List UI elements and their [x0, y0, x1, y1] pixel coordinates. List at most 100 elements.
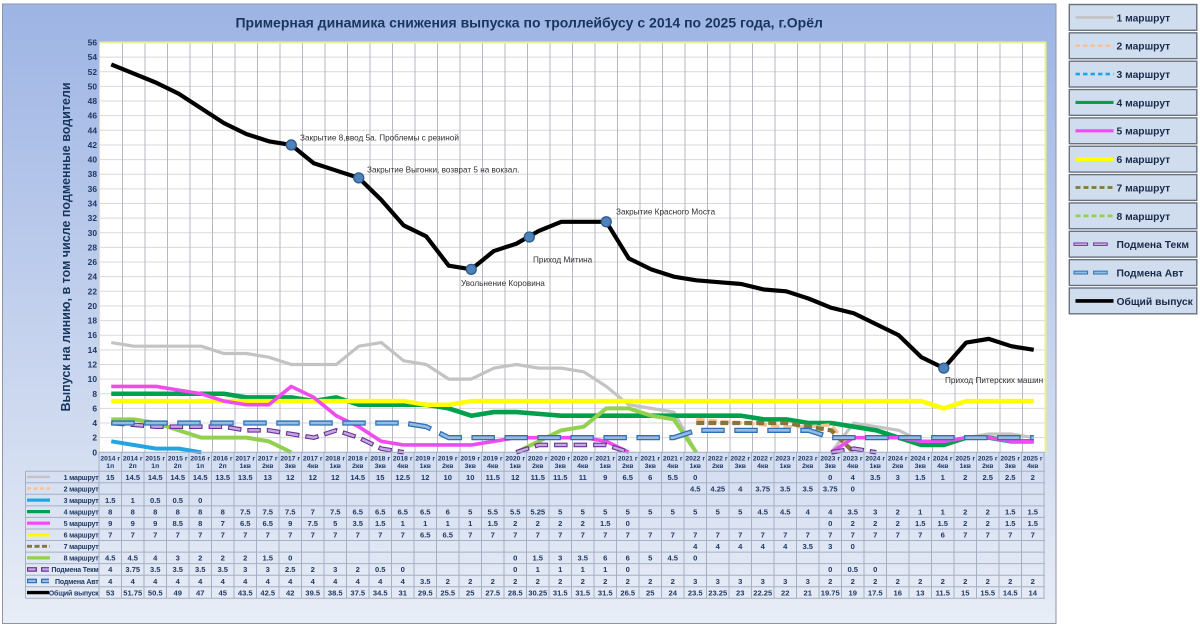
svg-text:5: 5 — [693, 507, 698, 516]
svg-text:5 маршрут: 5 маршрут — [1117, 127, 1171, 138]
svg-text:1.5: 1.5 — [1027, 507, 1038, 516]
svg-text:9: 9 — [288, 519, 292, 528]
svg-text:2019 г: 2019 г — [460, 456, 480, 463]
svg-text:8: 8 — [92, 389, 97, 399]
svg-text:Увольнение Коровина: Увольнение Коровина — [461, 279, 545, 288]
svg-text:30: 30 — [88, 228, 98, 238]
svg-text:1кв: 1кв — [240, 463, 251, 470]
svg-text:3: 3 — [693, 577, 697, 586]
svg-text:3.5: 3.5 — [420, 577, 431, 586]
svg-text:Подмена Авт: Подмена Авт — [1117, 268, 1184, 279]
svg-text:3.5: 3.5 — [802, 542, 813, 551]
svg-text:37.5: 37.5 — [350, 588, 366, 597]
svg-text:2: 2 — [1031, 473, 1035, 482]
svg-text:7: 7 — [558, 531, 562, 540]
svg-text:0: 0 — [626, 519, 630, 528]
svg-text:8: 8 — [198, 507, 202, 516]
svg-text:1.5: 1.5 — [487, 519, 498, 528]
svg-text:2кв: 2кв — [712, 463, 723, 470]
svg-text:Приход Питерских машин: Приход Питерских машин — [945, 376, 1043, 385]
svg-text:7: 7 — [176, 531, 180, 540]
svg-text:26.5: 26.5 — [620, 588, 636, 597]
svg-text:6.5: 6.5 — [420, 507, 431, 516]
svg-text:2017 г: 2017 г — [303, 456, 323, 463]
svg-text:2018 г: 2018 г — [325, 456, 345, 463]
svg-text:31.5: 31.5 — [598, 588, 614, 597]
svg-text:45: 45 — [219, 588, 228, 597]
svg-text:1кв: 1кв — [870, 463, 881, 470]
svg-text:1.5: 1.5 — [1005, 507, 1016, 516]
svg-text:1 маршрут: 1 маршрут — [1117, 13, 1171, 24]
svg-text:4кв: 4кв — [487, 463, 498, 470]
svg-text:26: 26 — [88, 257, 98, 267]
svg-text:4: 4 — [693, 542, 698, 551]
svg-text:6: 6 — [941, 531, 945, 540]
svg-text:5: 5 — [648, 507, 653, 516]
svg-text:2: 2 — [92, 433, 97, 443]
svg-text:2018 г: 2018 г — [348, 456, 368, 463]
svg-text:2: 2 — [626, 577, 630, 586]
svg-text:2кв: 2кв — [352, 463, 363, 470]
svg-text:7: 7 — [513, 531, 517, 540]
svg-text:14.5: 14.5 — [1003, 588, 1019, 597]
svg-text:2025 г: 2025 г — [955, 456, 975, 463]
svg-text:4: 4 — [828, 507, 833, 516]
svg-text:14.5: 14.5 — [148, 473, 164, 482]
svg-text:6.5: 6.5 — [397, 507, 408, 516]
svg-text:3 маршрут: 3 маршрут — [1117, 70, 1171, 81]
svg-text:1: 1 — [581, 565, 586, 574]
svg-text:2025 г: 2025 г — [1000, 456, 1020, 463]
svg-text:2: 2 — [963, 473, 967, 482]
svg-text:2: 2 — [243, 554, 247, 563]
svg-text:14: 14 — [88, 345, 98, 355]
svg-text:4: 4 — [92, 418, 97, 428]
svg-text:2024 г: 2024 г — [865, 456, 885, 463]
svg-text:2: 2 — [963, 519, 967, 528]
svg-text:5.5: 5.5 — [667, 473, 678, 482]
svg-text:2019 г: 2019 г — [483, 456, 503, 463]
svg-text:7: 7 — [806, 531, 810, 540]
svg-text:3.5: 3.5 — [352, 519, 363, 528]
svg-text:13: 13 — [916, 588, 924, 597]
svg-text:2.5: 2.5 — [1005, 473, 1016, 482]
svg-text:6 маршрут: 6 маршрут — [64, 533, 100, 540]
svg-text:5: 5 — [648, 554, 653, 563]
svg-text:2: 2 — [468, 577, 472, 586]
svg-text:8: 8 — [131, 507, 135, 516]
svg-text:7: 7 — [311, 507, 315, 516]
svg-text:7: 7 — [266, 531, 270, 540]
svg-text:2020 г: 2020 г — [573, 456, 593, 463]
svg-text:39.5: 39.5 — [305, 588, 321, 597]
svg-text:2022 г: 2022 г — [708, 456, 728, 463]
svg-text:23.5: 23.5 — [688, 588, 704, 597]
svg-text:7: 7 — [356, 531, 360, 540]
svg-text:0: 0 — [873, 565, 877, 574]
svg-text:2: 2 — [828, 577, 832, 586]
svg-text:2: 2 — [356, 565, 360, 574]
svg-text:1.5: 1.5 — [375, 519, 386, 528]
svg-text:2кв: 2кв — [532, 463, 543, 470]
svg-text:22.25: 22.25 — [753, 588, 773, 597]
svg-text:11.5: 11.5 — [553, 473, 568, 482]
svg-text:4: 4 — [198, 577, 203, 586]
svg-text:5.25: 5.25 — [530, 507, 546, 516]
svg-text:48: 48 — [88, 96, 98, 106]
svg-text:2023 г: 2023 г — [798, 456, 818, 463]
svg-text:5: 5 — [468, 507, 473, 516]
svg-text:2: 2 — [896, 577, 900, 586]
svg-text:2019 г: 2019 г — [415, 456, 435, 463]
svg-text:4: 4 — [738, 542, 743, 551]
svg-text:3.5: 3.5 — [217, 565, 228, 574]
svg-text:4: 4 — [243, 577, 248, 586]
svg-text:6.5: 6.5 — [420, 531, 431, 540]
svg-text:4: 4 — [153, 577, 158, 586]
svg-text:Закрытие Красного Моста: Закрытие Красного Моста — [616, 208, 716, 217]
svg-text:6 маршрут: 6 маршрут — [1117, 155, 1171, 166]
svg-text:3кв: 3кв — [465, 463, 476, 470]
svg-text:4: 4 — [131, 577, 136, 586]
svg-text:0: 0 — [401, 565, 405, 574]
svg-text:2: 2 — [986, 577, 990, 586]
svg-text:2015 г: 2015 г — [168, 456, 188, 463]
svg-text:2: 2 — [671, 577, 675, 586]
svg-text:3: 3 — [783, 577, 787, 586]
